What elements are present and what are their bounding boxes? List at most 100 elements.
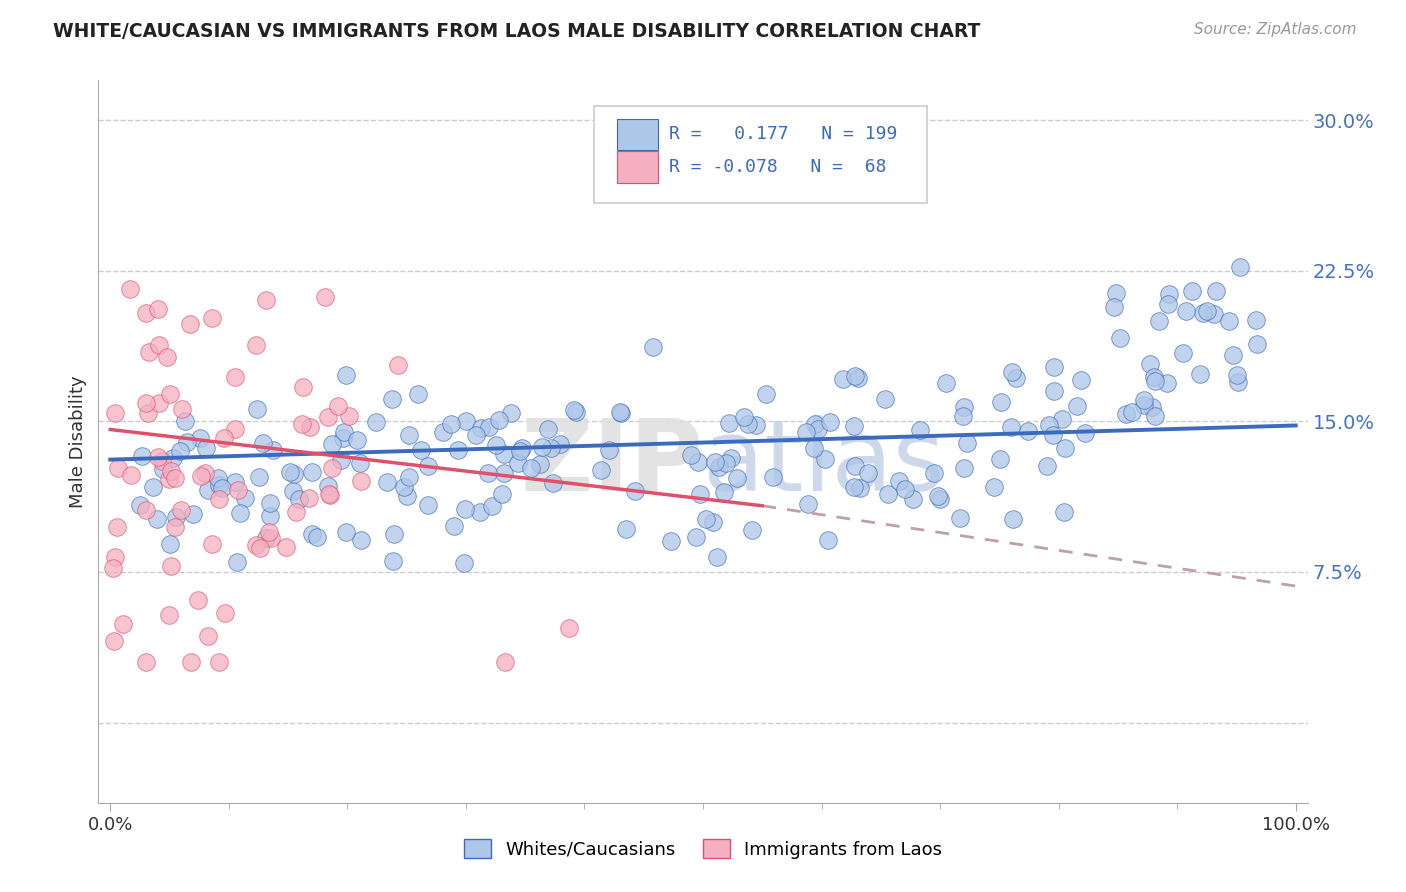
Text: ZIP: ZIP	[520, 415, 703, 512]
Point	[148, 302, 170, 317]
Point	[454, 501, 477, 516]
Point	[103, 634, 125, 648]
Point	[910, 424, 932, 438]
Point	[491, 486, 513, 500]
Point	[1005, 371, 1028, 385]
Point	[146, 450, 169, 464]
Point	[1017, 425, 1039, 439]
Point	[844, 419, 866, 434]
Point	[589, 463, 612, 477]
Point	[844, 368, 866, 383]
Point	[499, 406, 522, 420]
Point	[1147, 314, 1170, 328]
Point	[762, 470, 785, 484]
Point	[335, 368, 357, 383]
Point	[224, 475, 246, 489]
Point	[820, 415, 842, 429]
Point	[1108, 331, 1130, 345]
Point	[170, 402, 193, 417]
Point	[609, 405, 631, 419]
Point	[245, 338, 267, 352]
Point	[201, 310, 224, 325]
Point	[157, 472, 180, 486]
Point	[706, 550, 728, 565]
Point	[598, 442, 620, 457]
Point	[565, 404, 588, 418]
Text: atlas: atlas	[703, 415, 945, 512]
Point	[1132, 398, 1154, 412]
Point	[257, 525, 280, 540]
Point	[298, 491, 321, 505]
Point	[120, 468, 142, 483]
Point	[1042, 428, 1064, 442]
Point	[179, 655, 201, 669]
Point	[432, 425, 454, 439]
Text: Source: ZipAtlas.com: Source: ZipAtlas.com	[1194, 22, 1357, 37]
Point	[135, 306, 157, 320]
Point	[1115, 408, 1137, 422]
Point	[922, 466, 945, 480]
Point	[395, 489, 418, 503]
Point	[952, 409, 974, 423]
Point	[689, 486, 711, 500]
Point	[529, 457, 551, 471]
Point	[481, 499, 503, 513]
Text: R =   0.177   N = 199: R = 0.177 N = 199	[669, 126, 897, 144]
Point	[956, 435, 979, 450]
Point	[1246, 336, 1268, 351]
Point	[288, 491, 311, 506]
Point	[624, 483, 647, 498]
Point	[755, 387, 778, 401]
Point	[817, 533, 839, 547]
Point	[416, 498, 439, 512]
Point	[316, 478, 339, 492]
Point	[709, 459, 731, 474]
Point	[159, 537, 181, 551]
Point	[1000, 419, 1022, 434]
Point	[988, 452, 1011, 467]
Point	[299, 420, 322, 434]
Point	[1192, 305, 1215, 319]
FancyBboxPatch shape	[595, 105, 927, 203]
Point	[326, 399, 349, 413]
Point	[814, 452, 837, 467]
Point	[1001, 512, 1024, 526]
Point	[949, 511, 972, 525]
Point	[208, 478, 231, 492]
Point	[1226, 368, 1249, 382]
Point	[1042, 360, 1064, 375]
Point	[508, 456, 530, 470]
Point	[520, 461, 543, 475]
Point	[796, 425, 818, 440]
Point	[702, 515, 724, 529]
Point	[319, 488, 342, 502]
Point	[283, 467, 305, 481]
Point	[1156, 376, 1178, 391]
Point	[211, 481, 233, 495]
Point	[159, 387, 181, 401]
Point	[1244, 313, 1267, 327]
Point	[160, 464, 183, 478]
Point	[316, 409, 339, 424]
Point	[1143, 370, 1166, 384]
Point	[245, 538, 267, 552]
Point	[894, 482, 917, 496]
Point	[247, 469, 270, 483]
Point	[548, 436, 571, 450]
Point	[105, 520, 128, 534]
Point	[135, 655, 157, 669]
Point	[291, 417, 314, 431]
Point	[844, 458, 866, 473]
Point	[194, 466, 217, 480]
Point	[156, 350, 179, 364]
Point	[733, 410, 755, 425]
Point	[1038, 418, 1060, 433]
Point	[725, 471, 748, 485]
Point	[190, 469, 212, 483]
Point	[224, 370, 246, 384]
Point	[470, 421, 492, 435]
Text: R = -0.078   N =  68: R = -0.078 N = 68	[669, 158, 887, 176]
Point	[321, 460, 343, 475]
Point	[259, 508, 281, 523]
Point	[201, 536, 224, 550]
